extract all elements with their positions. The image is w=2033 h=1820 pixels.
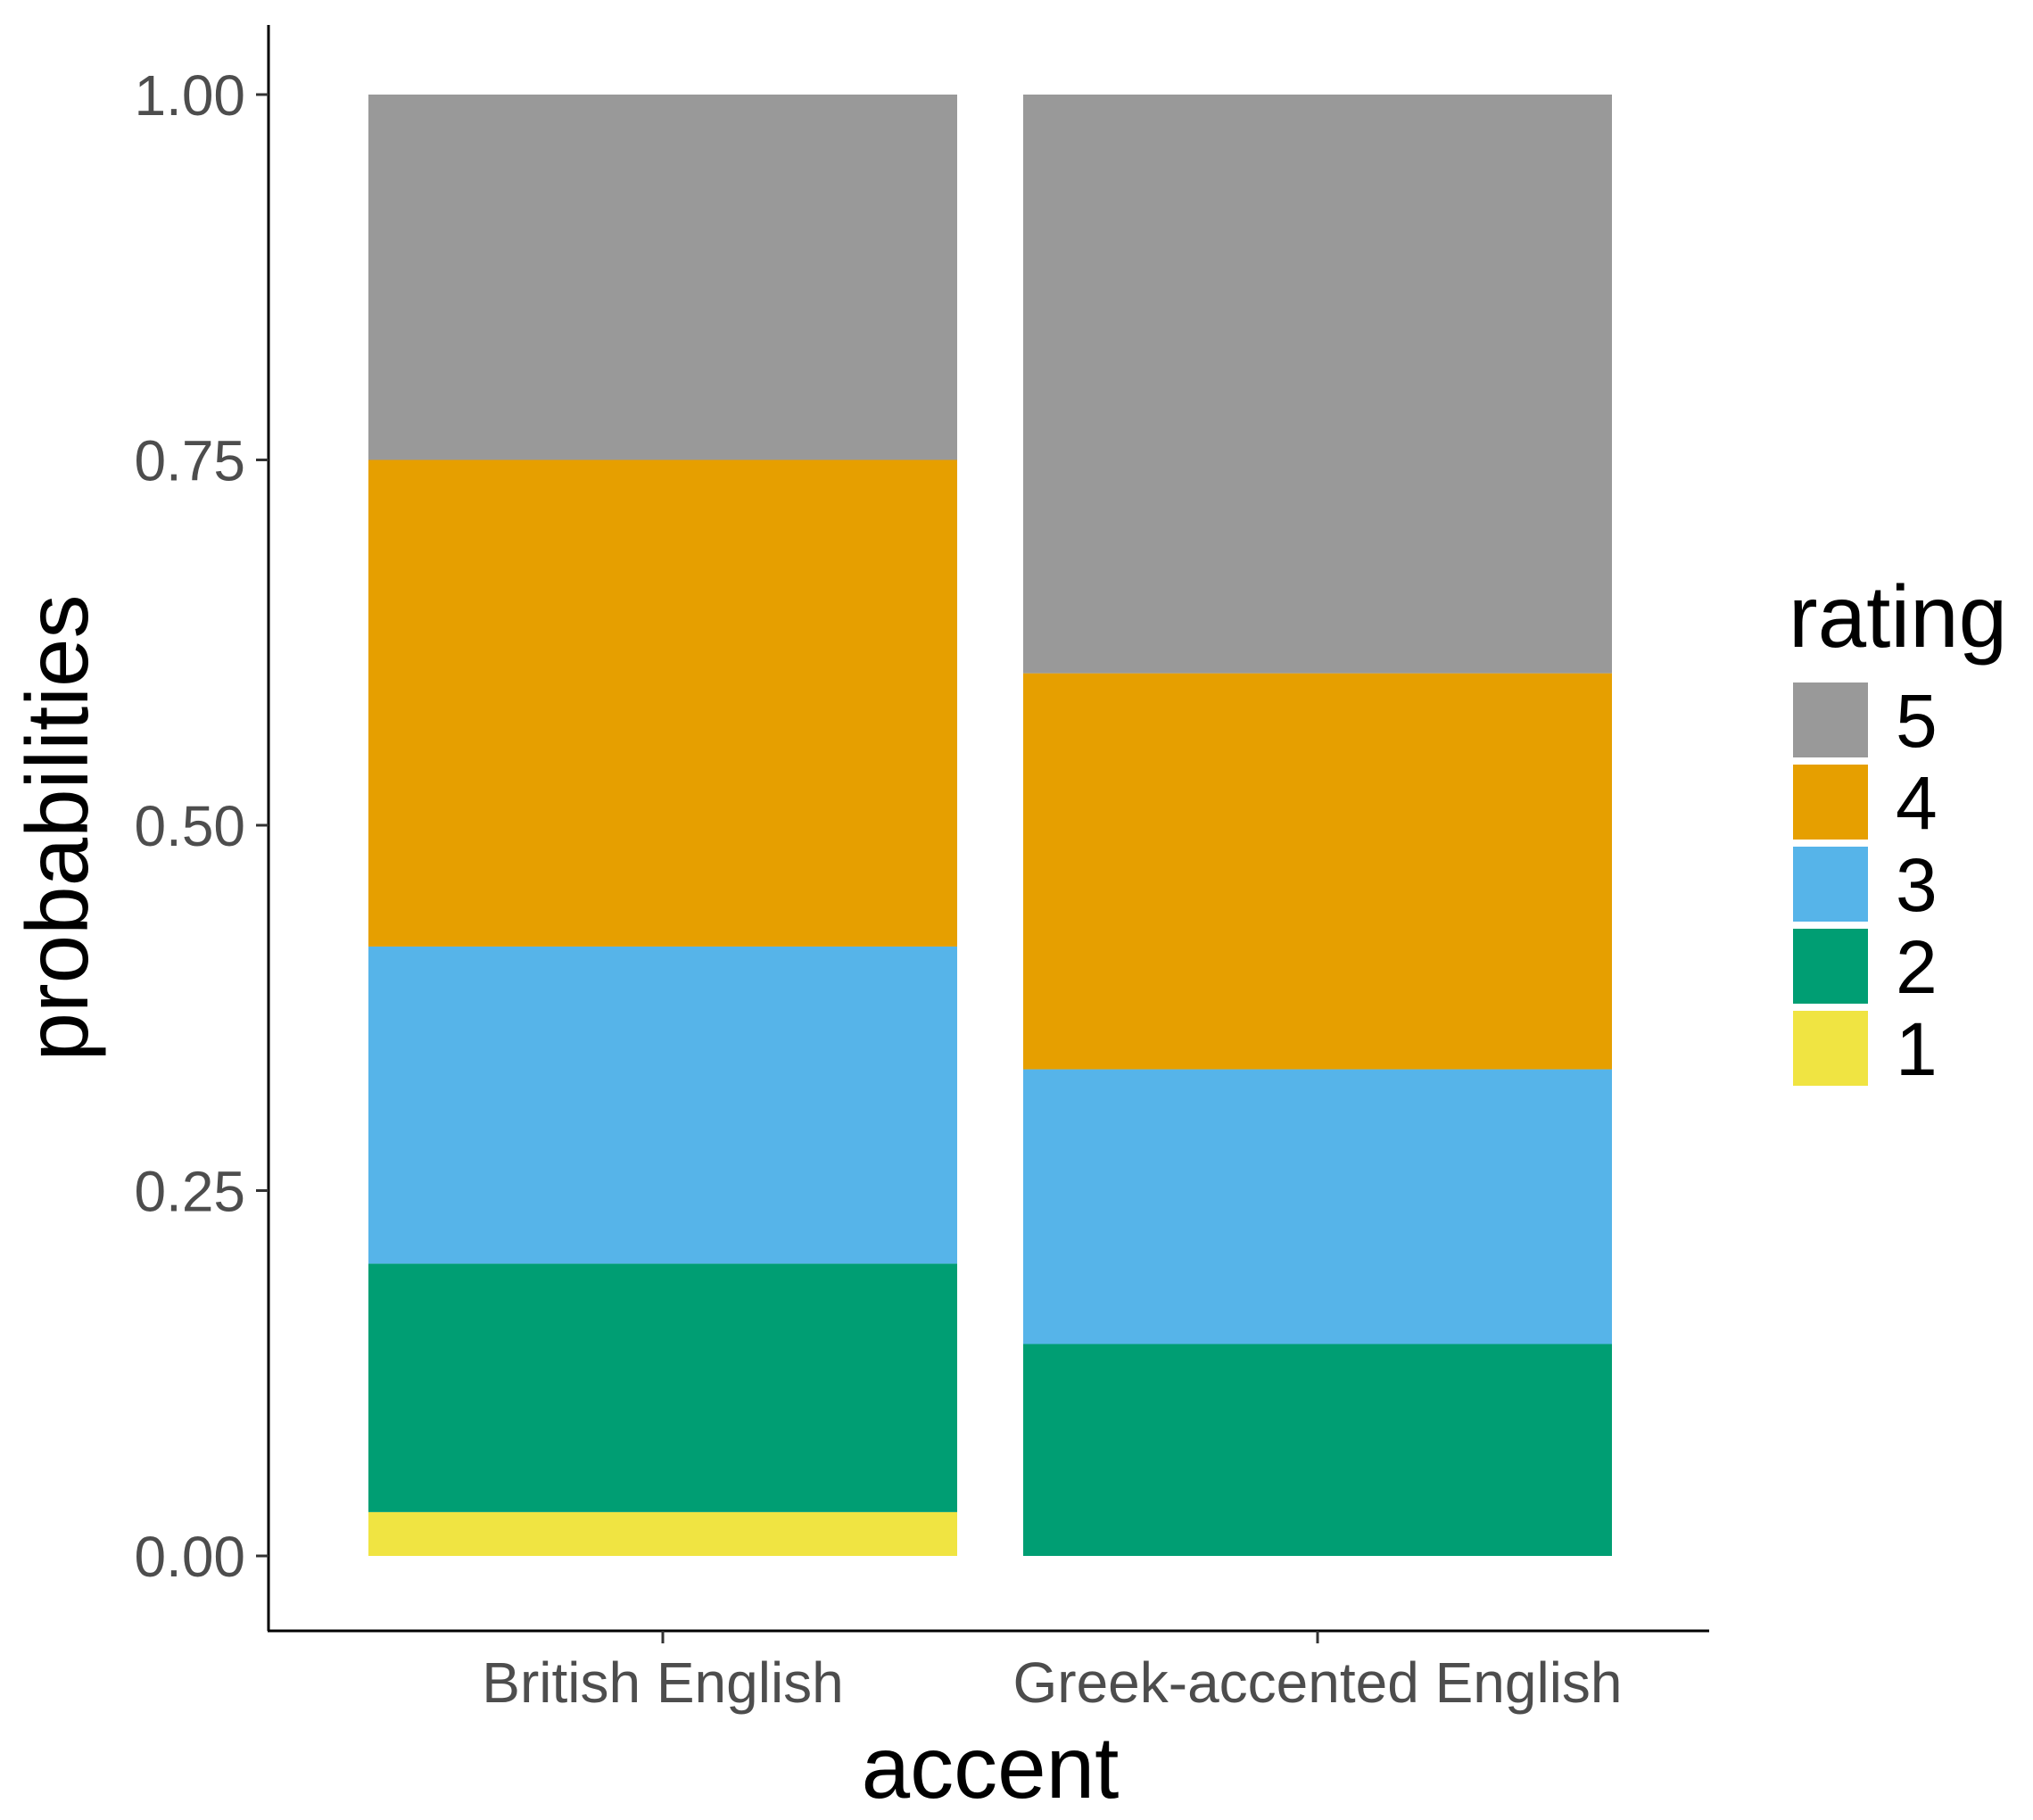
legend-label-3: 3 — [1896, 843, 1938, 927]
x-axis-title: accent — [862, 1718, 1120, 1816]
x-tick-label: British English — [482, 1650, 844, 1715]
y-tick-label: 0.25 — [134, 1160, 245, 1224]
legend-key-2 — [1793, 929, 1868, 1004]
legend-label-5: 5 — [1896, 679, 1938, 763]
x-tick-label: Greek-accented English — [1012, 1650, 1622, 1715]
legend-label-1: 1 — [1896, 1007, 1938, 1091]
legend-key-5 — [1793, 682, 1868, 757]
bar-segment-1-rating-1 — [368, 1511, 957, 1556]
bar-segment-2-rating-4 — [1023, 673, 1612, 1070]
y-axis-title: probabilities — [8, 595, 106, 1062]
bars-layer — [368, 95, 1612, 1556]
bar-segment-2-rating-3 — [1023, 1069, 1612, 1344]
bar-segment-2-rating-2 — [1023, 1344, 1612, 1556]
legend-key-3 — [1793, 847, 1868, 922]
legend-key-1 — [1793, 1011, 1868, 1086]
legend-label-2: 2 — [1896, 925, 1938, 1009]
y-tick-label: 0.75 — [134, 429, 245, 493]
y-ticks: 0.00 0.25 0.50 0.75 1.00 — [134, 63, 269, 1589]
y-tick-label: 0.50 — [134, 794, 245, 858]
x-ticks: British English Greek-accented English — [482, 1631, 1623, 1715]
legend-key-4 — [1793, 765, 1868, 840]
axes-layer — [267, 25, 1709, 1633]
legend-title: rating — [1789, 567, 2007, 666]
y-tick-label: 0.00 — [134, 1525, 245, 1589]
bar-segment-2-rating-5 — [1023, 95, 1612, 674]
y-tick-label: 1.00 — [134, 63, 245, 128]
bar-segment-1-rating-3 — [368, 946, 957, 1264]
legend-label-4: 4 — [1896, 761, 1938, 845]
bar-segment-1-rating-2 — [368, 1263, 957, 1512]
bar-segment-1-rating-4 — [368, 459, 957, 947]
bar-segment-1-rating-5 — [368, 95, 957, 460]
